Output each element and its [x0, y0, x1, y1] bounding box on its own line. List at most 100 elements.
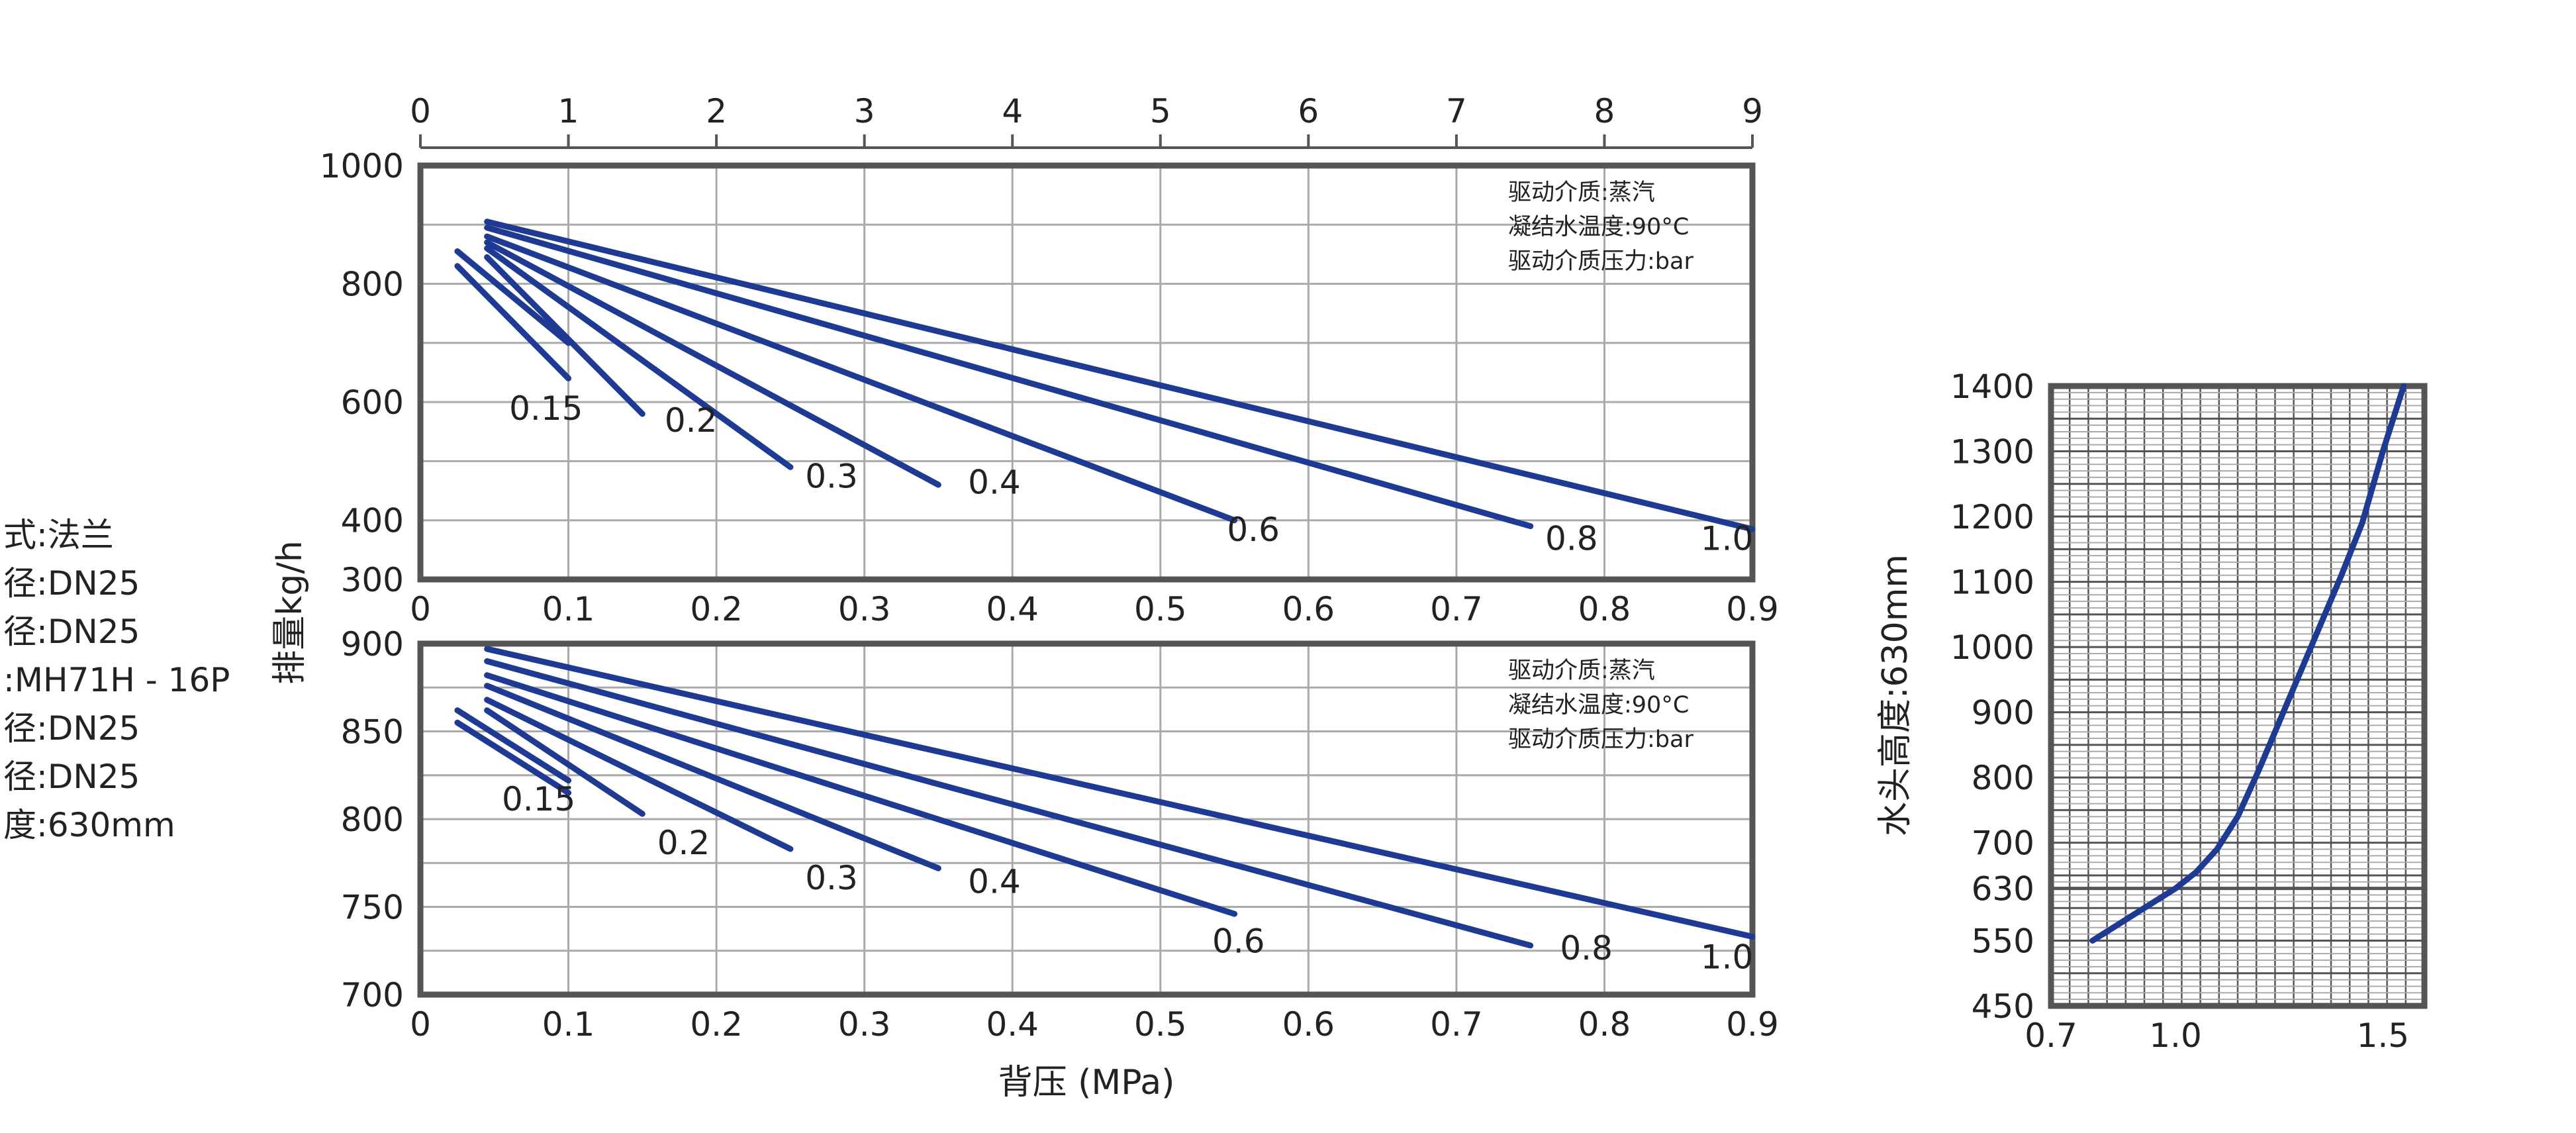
plot-frame [2048, 383, 2428, 1009]
legend-text: 驱动介质压力:bar [1508, 248, 1693, 275]
y-tick-label: 1100 [1950, 564, 2034, 602]
top-axis-tick-label: 3 [854, 92, 875, 130]
series-line [484, 245, 794, 470]
y-tick-label: 600 [341, 383, 404, 422]
y-tick-label: 750 [341, 889, 404, 927]
x-tick-label: 0 [410, 1005, 431, 1044]
y-tick-label: 900 [341, 625, 404, 664]
curve-label: 0.2 [657, 824, 710, 862]
top-axis-tick-label: 4 [1002, 92, 1023, 130]
series-line [484, 224, 1534, 530]
x-tick-label: 0.5 [1134, 1005, 1187, 1044]
spec-line-6: 径:DN25 [3, 758, 140, 796]
legend-text: 驱动介质:蒸汽 [1508, 179, 1655, 206]
legend-text: 凝结水温度:90°C [1508, 214, 1689, 240]
x-tick-label: 0.7 [1430, 590, 1483, 628]
x-tick-label: 0.4 [986, 1005, 1039, 1044]
series-line [484, 233, 1238, 524]
x-tick-label: 0 [410, 590, 431, 628]
x-tick-label: 0.3 [838, 1005, 891, 1044]
x-tick-label: 0.7 [2025, 1016, 2077, 1055]
series-line [484, 239, 941, 488]
y-tick-label: 1200 [1950, 498, 2034, 536]
bottom-chart: 0 0.1 0.2 0.3 0.4 0.5 0.6 0.7 0.8 0.9 700 750 800 850… [341, 625, 1779, 1103]
y-tick-label: 1400 [1950, 368, 2034, 406]
curve-label: 1.0 [1701, 519, 1754, 558]
curve-label: 0.4 [968, 464, 1021, 502]
curve-label: 0.6 [1212, 922, 1265, 960]
spec-line-5: 径:DN25 [3, 709, 140, 748]
series-line [484, 683, 941, 871]
x-tick-label: 0.6 [1282, 1005, 1335, 1044]
curve-label: 0.15 [502, 780, 575, 818]
plot-frame [417, 162, 1756, 583]
series-line [484, 646, 1756, 940]
curve-label: 0.6 [1227, 511, 1280, 549]
curve-label: 0.2 [665, 401, 718, 440]
top-axis-tick-label: 5 [1150, 92, 1171, 130]
x-tick-label: 0.1 [542, 1005, 595, 1044]
curve-label: 0.15 [509, 389, 583, 428]
curve-label: 0.3 [805, 859, 858, 897]
top-axis-tick-label: 2 [706, 92, 727, 130]
spec-line-7: 度:630mm [3, 806, 175, 844]
series-line [454, 248, 572, 346]
spec-line-4: :MH71H - 16P [3, 661, 230, 699]
spec-list: 式:法兰 径:DN25 径:DN25 :MH71H - 16P 径:DN25 径… [3, 516, 230, 844]
y-tick-label: 550 [1972, 922, 2034, 960]
y-tick-label: 1000 [1950, 628, 2034, 667]
x-tick-label: 1.0 [2149, 1016, 2202, 1055]
series-line [484, 672, 1238, 917]
y-tick-label: 700 [341, 976, 404, 1014]
x-tick-label: 0.9 [1726, 590, 1779, 628]
x-tick-label: 1.5 [2357, 1016, 2410, 1055]
top-axis-tick-label: 7 [1446, 92, 1467, 130]
x-tick-label: 0.3 [838, 590, 891, 628]
curve-label: 0.8 [1545, 519, 1598, 558]
x-tick-label: 0.2 [690, 590, 743, 628]
top-axis-tick-label: 9 [1742, 92, 1763, 130]
x-tick-label: 0.8 [1578, 1005, 1631, 1044]
top-axis-tick-label: 6 [1298, 92, 1319, 130]
top-axis-tick-label: 8 [1594, 92, 1615, 130]
series-line [2089, 383, 2407, 944]
y-tick-label: 400 [341, 502, 404, 540]
x-tick-label: 0.7 [1430, 1005, 1483, 1044]
top-chart: 0 0.1 0.2 0.3 0.4 0.5 0.6 0.7 0.8 0.9300400600800… [270, 92, 1779, 685]
y-tick-label: 800 [341, 801, 404, 839]
x-tick-label: 0.5 [1134, 590, 1187, 628]
legend-text: 驱动介质压力:bar [1508, 726, 1693, 753]
y-tick-label: 1300 [1950, 433, 2034, 471]
y-axis-title: 水头高度:630mm [1876, 554, 1915, 836]
curve-label: 0.8 [1560, 929, 1613, 967]
top-axis-tick-label: 0 [410, 92, 431, 130]
series-line [454, 263, 572, 381]
y-tick-label: 300 [341, 561, 404, 599]
series-line [484, 697, 794, 852]
series-line [484, 254, 645, 417]
series-line [484, 219, 1756, 532]
spec-line-2: 径:DN25 [3, 564, 140, 603]
curve-label: 0.4 [968, 862, 1021, 901]
x-tick-label: 0.4 [986, 590, 1039, 628]
y-tick-label: 800 [1972, 759, 2034, 797]
y-tick-label: 900 [1972, 694, 2034, 732]
legend-text: 凝结水温度:90°C [1508, 692, 1689, 718]
x-tick-label: 0.8 [1578, 590, 1631, 628]
curve-label: 0.3 [805, 458, 858, 496]
series-line [454, 719, 572, 796]
y-axis-title: 排量kg/h [270, 540, 310, 685]
series-line [454, 707, 572, 784]
x-tick-label: 0.1 [542, 590, 595, 628]
x-tick-label: 0.6 [1282, 590, 1335, 628]
y-tick-label: 1000 [320, 147, 404, 185]
spec-line-1: 式:法兰 [3, 516, 114, 554]
series-line [484, 658, 1534, 949]
y-tick-label: 800 [341, 266, 404, 304]
top-axis-tick-label: 1 [558, 92, 579, 130]
y-tick-label: 850 [341, 713, 404, 752]
y-tick-label: 450 [1972, 987, 2034, 1026]
water-head-chart: 450 550 630 700 800 900 1000 1100 1200 1300 1400 0.… [1876, 368, 2428, 1055]
series-line [484, 707, 645, 817]
